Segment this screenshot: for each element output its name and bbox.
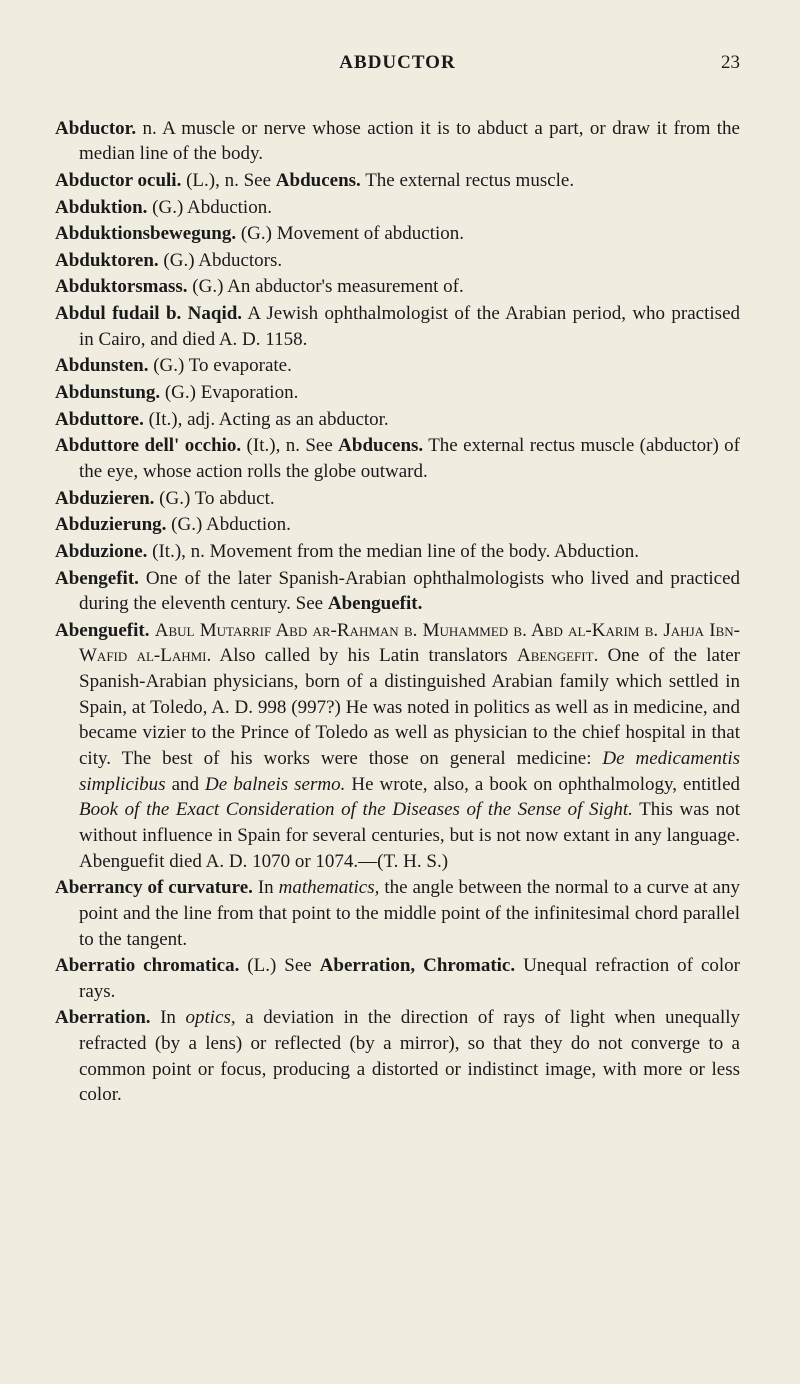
dictionary-entry: Abduktoren. (G.) Abductors.: [55, 248, 740, 274]
dictionary-entry: Abduzione. (It.), n. Movement from the m…: [55, 539, 740, 565]
dictionary-entry: Abductor oculi. (L.), n. See Abducens. T…: [55, 168, 740, 194]
dictionary-entry: Abductor. n. A muscle or nerve whose act…: [55, 116, 740, 167]
entries-container: Abductor. n. A muscle or nerve whose act…: [55, 116, 740, 1108]
dictionary-entry: Abdunstung. (G.) Evaporation.: [55, 380, 740, 406]
page-number: 23: [721, 50, 740, 76]
page-header: ABDUCTOR 23: [55, 50, 740, 76]
dictionary-entry: Abenguefit. Abul Mutarrif Abd ar-Rahman …: [55, 618, 740, 874]
dictionary-entry: Abduktorsmass. (G.) An abductor's measur…: [55, 274, 740, 300]
dictionary-entry: Aberration. In optics, a deviation in th…: [55, 1005, 740, 1108]
dictionary-entry: Abdunsten. (G.) To evaporate.: [55, 353, 740, 379]
dictionary-entry: Abduzierung. (G.) Abduction.: [55, 512, 740, 538]
dictionary-entry: Aberratio chromatica. (L.) See Aberratio…: [55, 953, 740, 1004]
dictionary-entry: Abdul fudail b. Naqid. A Jewish ophthalm…: [55, 301, 740, 352]
dictionary-entry: Abduzieren. (G.) To abduct.: [55, 486, 740, 512]
dictionary-entry: Abduttore dell' occhio. (It.), n. See Ab…: [55, 433, 740, 484]
dictionary-entry: Abengefit. One of the later Spanish-Arab…: [55, 566, 740, 617]
dictionary-entry: Aberrancy of curvature. In mathematics, …: [55, 875, 740, 952]
header-title: ABDUCTOR: [339, 50, 455, 76]
dictionary-entry: Abduktionsbewegung. (G.) Movement of abd…: [55, 221, 740, 247]
dictionary-entry: Abduttore. (It.), adj. Acting as an abdu…: [55, 407, 740, 433]
page: ABDUCTOR 23 Abductor. n. A muscle or ner…: [0, 0, 800, 1169]
dictionary-entry: Abduktion. (G.) Abduction.: [55, 195, 740, 221]
